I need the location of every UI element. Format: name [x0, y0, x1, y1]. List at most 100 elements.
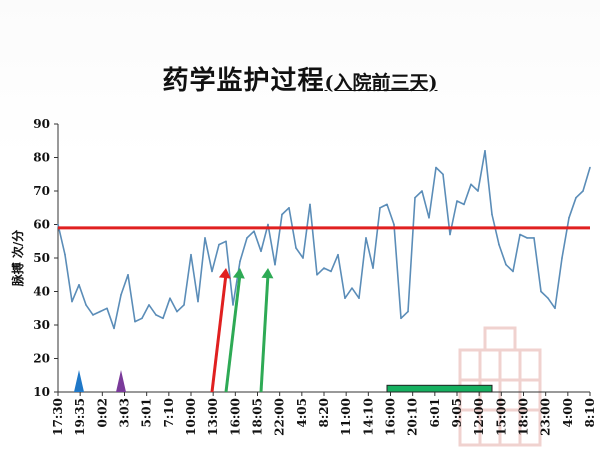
pulse-data-point — [463, 203, 465, 206]
pulse-data-point — [449, 233, 451, 236]
x-tick-label: 9:05 — [450, 398, 464, 427]
x-tick-label: 16:00 — [384, 398, 398, 436]
y-tick-label: 90 — [33, 117, 50, 131]
x-tick-label: 12:00 — [472, 398, 486, 436]
pulse-data-point — [239, 260, 241, 263]
x-tick-label: 22:00 — [273, 398, 287, 436]
pulse-data-point — [386, 203, 388, 206]
y-tick-label: 40 — [33, 285, 50, 299]
y-axis-label: 脉搏 次/分 — [10, 230, 25, 288]
pulse-data-point — [561, 257, 563, 259]
pulse-data-point — [204, 237, 206, 239]
pulse-data-point — [225, 240, 227, 243]
pulse-data-point — [589, 166, 591, 169]
pulse-data-point — [400, 317, 402, 320]
pulse-data-point — [379, 206, 381, 209]
pulse-data-point — [309, 203, 311, 206]
pulse-data-point — [351, 287, 353, 289]
x-tick-label: 6:01 — [428, 398, 442, 427]
pulse-data-point — [505, 263, 507, 266]
arrow-marker — [210, 273, 228, 393]
pulse-data-point — [498, 243, 500, 246]
chart-title-main: 药学监护过程 — [162, 66, 325, 96]
pulse-data-point — [526, 237, 528, 239]
arrow-head — [218, 268, 231, 279]
pulse-data-point — [211, 270, 213, 273]
x-tick-label: 13:00 — [206, 398, 220, 436]
pulse-data-point — [218, 243, 220, 246]
pulse-data-point — [183, 304, 185, 306]
pulse-data-point — [288, 206, 290, 209]
pulse-data-point — [190, 253, 192, 256]
x-tick-label: 16:00 — [228, 398, 242, 436]
x-tick-label: 8:20 — [317, 398, 331, 427]
pulse-data-point — [57, 223, 59, 226]
pulse-data-point — [302, 257, 304, 259]
x-tick-label: 19:35 — [73, 398, 87, 436]
pulse-data-point — [575, 196, 577, 199]
y-tick-label: 10 — [33, 385, 50, 399]
pulse-data-point — [176, 310, 178, 313]
pulse-data-point — [127, 273, 129, 276]
building-watermark — [458, 326, 542, 447]
pulse-data-point — [316, 273, 318, 276]
pulse-data-point — [134, 320, 136, 323]
pulse-data-point — [491, 213, 493, 216]
pulse-data-point — [169, 297, 171, 300]
pulse-data-point — [267, 223, 269, 226]
pulse-data-point — [92, 314, 94, 316]
pulse-data-point — [414, 196, 416, 199]
pulse-data-point — [421, 190, 423, 192]
pulse-data-point — [337, 253, 339, 256]
treatment-bar — [386, 384, 493, 393]
chart-title: 药学监护过程(入院前三天) — [0, 60, 600, 97]
y-tick-label: 20 — [33, 352, 50, 366]
pulse-data-point — [246, 237, 248, 239]
triangle-marker — [116, 370, 126, 392]
pulse-data-point — [372, 267, 374, 269]
y-tick-label: 50 — [33, 251, 50, 265]
x-tick-label: 17:30 — [51, 398, 65, 436]
y-tick-label: 70 — [33, 184, 50, 198]
x-tick-label: 15:00 — [494, 398, 508, 436]
y-tick-label: 80 — [33, 151, 50, 165]
pulse-data-point — [323, 267, 325, 269]
pulse-data-point — [260, 250, 262, 253]
pulse-data-point — [274, 263, 276, 266]
pulse-data-point — [113, 327, 115, 330]
pulse-data-point — [148, 304, 150, 306]
pulse-data-point — [540, 290, 542, 293]
pulse-data-point — [281, 213, 283, 216]
y-tick-label: 60 — [33, 218, 50, 232]
x-tick-label: 18:05 — [251, 398, 265, 436]
pulse-data-point — [519, 233, 521, 236]
pulse-data-point — [232, 304, 234, 306]
pulse-data-point — [85, 304, 87, 306]
arrow-marker — [224, 273, 242, 393]
x-tick-label: 18:00 — [517, 398, 531, 436]
pulse-data-point — [295, 247, 297, 249]
x-tick-label: 8:10 — [583, 398, 597, 427]
pulse-data-point — [78, 284, 80, 286]
pulse-data-point — [533, 237, 535, 239]
pulse-data-point — [99, 310, 101, 313]
x-tick-label: 7:10 — [162, 398, 176, 427]
pulse-data-point — [253, 230, 255, 232]
x-tick-label: 4:00 — [561, 398, 575, 427]
pulse-data-point — [365, 237, 367, 239]
pulse-data-point — [393, 223, 395, 226]
x-tick-label: 0:02 — [95, 398, 109, 427]
pulse-data-point — [197, 300, 199, 303]
x-tick-label: 11:00 — [339, 398, 353, 436]
pulse-data-point — [435, 166, 437, 169]
pulse-data-point — [568, 217, 570, 219]
x-tick-label: 4:05 — [295, 398, 309, 427]
pulse-data-point — [428, 217, 430, 219]
x-tick-label: 14:10 — [361, 398, 375, 436]
pulse-data-point — [547, 297, 549, 300]
pulse-data-point — [554, 307, 556, 310]
pulse-data-point — [330, 270, 332, 273]
pulse-data-point — [470, 183, 472, 186]
